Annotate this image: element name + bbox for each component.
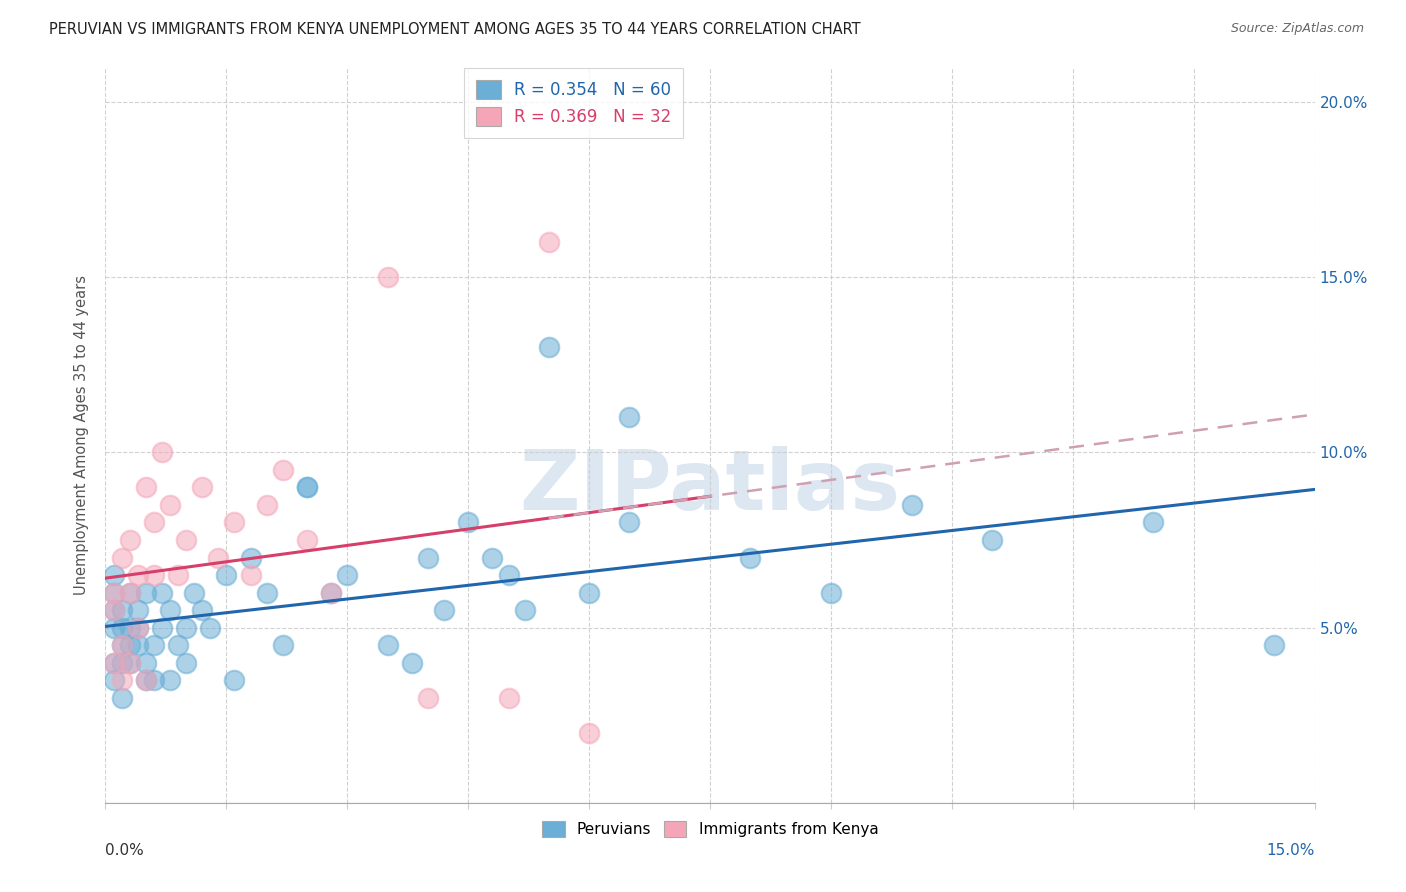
Point xyxy=(981,533,1004,547)
Point xyxy=(239,550,262,565)
Point xyxy=(142,638,165,652)
Point xyxy=(239,568,262,582)
Point xyxy=(135,480,157,494)
Point xyxy=(135,656,157,670)
Point xyxy=(127,638,149,652)
Point xyxy=(142,516,165,530)
Point xyxy=(159,603,181,617)
Point xyxy=(103,656,125,670)
Point xyxy=(820,585,842,599)
Point xyxy=(110,656,132,670)
Point xyxy=(619,516,641,530)
Text: Source: ZipAtlas.com: Source: ZipAtlas.com xyxy=(1230,22,1364,36)
Point xyxy=(377,638,399,652)
Point xyxy=(416,690,439,705)
Point xyxy=(174,533,197,547)
Point xyxy=(110,690,132,705)
Point xyxy=(118,585,141,599)
Point xyxy=(103,673,125,687)
Point xyxy=(481,550,503,565)
Point xyxy=(110,621,132,635)
Point xyxy=(127,621,149,635)
Point xyxy=(118,656,141,670)
Point xyxy=(135,673,157,687)
Point xyxy=(110,550,132,565)
Point xyxy=(537,235,560,249)
Point xyxy=(118,621,141,635)
Point xyxy=(127,603,149,617)
Point xyxy=(1142,516,1164,530)
Point xyxy=(256,498,278,512)
Point xyxy=(118,638,141,652)
Point xyxy=(191,603,214,617)
Point xyxy=(537,340,560,354)
Point xyxy=(159,498,181,512)
Point xyxy=(183,585,205,599)
Point xyxy=(103,585,125,599)
Point xyxy=(215,568,238,582)
Point xyxy=(142,673,165,687)
Point xyxy=(401,656,423,670)
Point xyxy=(103,568,125,582)
Point xyxy=(377,270,399,285)
Point xyxy=(416,550,439,565)
Point xyxy=(224,673,246,687)
Point xyxy=(135,673,157,687)
Point xyxy=(118,585,141,599)
Point xyxy=(321,585,343,599)
Point xyxy=(295,480,318,494)
Legend: Peruvians, Immigrants from Kenya: Peruvians, Immigrants from Kenya xyxy=(536,814,884,843)
Point xyxy=(167,638,190,652)
Point xyxy=(174,621,197,635)
Text: ZIPatlas: ZIPatlas xyxy=(520,446,900,527)
Point xyxy=(110,638,132,652)
Point xyxy=(150,585,173,599)
Point xyxy=(191,480,214,494)
Point xyxy=(321,585,343,599)
Point xyxy=(224,516,246,530)
Point xyxy=(103,621,125,635)
Point xyxy=(295,533,318,547)
Point xyxy=(150,445,173,459)
Point xyxy=(142,568,165,582)
Point xyxy=(207,550,229,565)
Point xyxy=(578,585,600,599)
Point xyxy=(498,690,520,705)
Point xyxy=(271,638,294,652)
Point xyxy=(127,621,149,635)
Point xyxy=(167,568,190,582)
Point xyxy=(740,550,762,565)
Point xyxy=(256,585,278,599)
Point xyxy=(135,585,157,599)
Point xyxy=(118,656,141,670)
Point xyxy=(513,603,536,617)
Text: PERUVIAN VS IMMIGRANTS FROM KENYA UNEMPLOYMENT AMONG AGES 35 TO 44 YEARS CORRELA: PERUVIAN VS IMMIGRANTS FROM KENYA UNEMPL… xyxy=(49,22,860,37)
Point xyxy=(433,603,456,617)
Point xyxy=(200,621,222,635)
Point xyxy=(336,568,359,582)
Point xyxy=(159,673,181,687)
Point xyxy=(619,410,641,425)
Point xyxy=(271,463,294,477)
Point xyxy=(110,638,132,652)
Point xyxy=(578,725,600,739)
Point xyxy=(103,585,125,599)
Point xyxy=(900,498,922,512)
Point xyxy=(103,656,125,670)
Text: 0.0%: 0.0% xyxy=(105,843,145,858)
Point xyxy=(103,603,125,617)
Point xyxy=(110,603,132,617)
Y-axis label: Unemployment Among Ages 35 to 44 years: Unemployment Among Ages 35 to 44 years xyxy=(75,275,90,595)
Point xyxy=(110,673,132,687)
Point xyxy=(127,568,149,582)
Text: 15.0%: 15.0% xyxy=(1267,843,1315,858)
Point xyxy=(498,568,520,582)
Point xyxy=(118,533,141,547)
Point xyxy=(457,516,479,530)
Point xyxy=(150,621,173,635)
Point xyxy=(1263,638,1285,652)
Point xyxy=(174,656,197,670)
Point xyxy=(295,480,318,494)
Point xyxy=(103,603,125,617)
